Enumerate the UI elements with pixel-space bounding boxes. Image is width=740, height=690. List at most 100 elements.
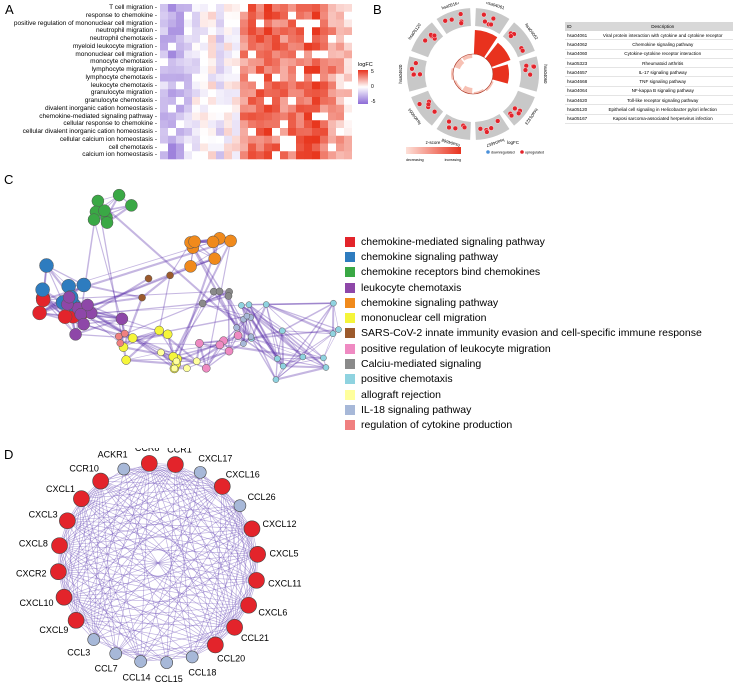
zscore-low-label: decreasing bbox=[406, 158, 424, 162]
heatmap-cell bbox=[264, 35, 273, 44]
heatmap-cell bbox=[272, 128, 281, 137]
network-edge bbox=[266, 303, 339, 331]
heatmap-cell bbox=[256, 50, 265, 59]
ppi-edge bbox=[63, 596, 116, 654]
legend-swatch bbox=[345, 404, 355, 415]
legend-item: IL-18 signaling pathway bbox=[345, 402, 702, 417]
zscore-bar bbox=[473, 89, 485, 94]
heatmap-cell bbox=[320, 104, 329, 113]
heatmap-cell bbox=[344, 66, 352, 75]
network-edge bbox=[228, 295, 252, 337]
ppi-edge bbox=[115, 644, 216, 654]
heatmap-cell bbox=[200, 135, 209, 144]
heatmap-row-label: T cell migration - bbox=[109, 4, 157, 11]
ppi-node bbox=[233, 499, 247, 512]
network-node bbox=[77, 317, 90, 331]
heatmap-cell bbox=[232, 50, 241, 59]
heatmap-cell bbox=[184, 128, 193, 137]
heatmap-cell bbox=[216, 120, 225, 129]
heatmap-cell bbox=[320, 66, 329, 75]
legend-label: IL-18 signaling pathway bbox=[361, 403, 472, 416]
heatmap-cell bbox=[264, 97, 273, 106]
heatmap-cell bbox=[320, 58, 329, 67]
network-edge bbox=[265, 304, 278, 359]
network-node bbox=[215, 340, 225, 350]
heatmap-cell bbox=[160, 19, 169, 28]
gene-point bbox=[490, 15, 496, 22]
heatmap-cell bbox=[328, 50, 337, 59]
heatmap-cell bbox=[168, 81, 177, 90]
network-edge bbox=[125, 329, 160, 361]
heatmap-cell bbox=[256, 66, 265, 75]
network-node bbox=[69, 328, 82, 341]
ppi-edge bbox=[93, 481, 101, 640]
heatmap-cell bbox=[264, 58, 273, 67]
heatmap-cell bbox=[168, 112, 177, 121]
gene-point bbox=[431, 32, 438, 39]
heatmap-cell bbox=[168, 73, 177, 82]
heatmap-cell bbox=[328, 120, 337, 129]
heatmap-cell bbox=[176, 11, 185, 20]
heatmap-cell bbox=[176, 27, 185, 36]
heatmap-row-label: lymphocyte chemotaxis - bbox=[85, 73, 157, 81]
heatmap-cell bbox=[256, 89, 265, 98]
gene-point bbox=[527, 72, 533, 78]
heatmap-cell bbox=[224, 104, 233, 113]
ppi-edge bbox=[215, 580, 257, 646]
heatmap-cell bbox=[232, 35, 241, 44]
network-node bbox=[299, 353, 307, 361]
heatmap-cell bbox=[208, 81, 217, 90]
network-edge bbox=[87, 296, 143, 306]
heatmap-cell bbox=[224, 97, 233, 106]
network-node bbox=[247, 333, 255, 340]
heatmap-cell bbox=[240, 58, 249, 67]
heatmap-cell bbox=[328, 35, 337, 44]
heatmap-cell bbox=[200, 81, 209, 90]
go-sector-label: hsa04668 bbox=[440, 137, 460, 148]
heatmap-cell bbox=[192, 151, 201, 160]
heatmap-cell bbox=[328, 66, 337, 75]
network-node bbox=[125, 199, 138, 212]
heatmap-cell bbox=[288, 128, 297, 137]
ppi-edge bbox=[239, 505, 257, 581]
heatmap-cell bbox=[224, 35, 233, 44]
ppi-edge bbox=[63, 498, 82, 598]
ppi-edge bbox=[149, 463, 216, 646]
network-edge bbox=[202, 302, 248, 317]
network-edge bbox=[240, 304, 327, 369]
table-cell-description: Kaposi sarcoma-associated herpesvirus in… bbox=[592, 114, 733, 124]
table-row: hsa04064 NF-kappa B signaling pathway bbox=[565, 86, 733, 97]
network-edge bbox=[266, 302, 334, 306]
ppi-node-label: CCL15 bbox=[155, 674, 183, 684]
heatmap-cell bbox=[336, 151, 345, 160]
heatmap-cell bbox=[208, 27, 217, 36]
network-node bbox=[115, 312, 129, 326]
heatmap-cell bbox=[160, 135, 169, 144]
heatmap-cell bbox=[208, 135, 217, 144]
table-cell-id: hsa04620 bbox=[565, 95, 593, 106]
network-edge bbox=[90, 312, 126, 335]
heatmap-cell bbox=[240, 104, 249, 113]
heatmap-cell bbox=[344, 97, 352, 106]
heatmap-cell bbox=[200, 120, 209, 129]
heatmap-cell bbox=[320, 128, 329, 137]
heatmap-cell bbox=[264, 66, 273, 75]
heatmap-cell bbox=[320, 50, 329, 59]
network-edge bbox=[126, 352, 161, 361]
heatmap-cell bbox=[216, 143, 225, 152]
ppi-edge bbox=[59, 545, 77, 621]
legend-item: Calciu-mediated signaling bbox=[345, 356, 702, 371]
heatmap-cell bbox=[344, 42, 352, 51]
ppi-edge bbox=[123, 468, 201, 473]
heatmap-cell bbox=[256, 27, 265, 36]
ppi-edge bbox=[81, 498, 141, 662]
network-node bbox=[330, 299, 337, 307]
heatmap-cell bbox=[288, 104, 297, 113]
heatmap-cell bbox=[176, 120, 185, 129]
heatmap-cell bbox=[312, 66, 321, 75]
heatmap-cell bbox=[264, 42, 273, 51]
upregulated-point bbox=[520, 150, 524, 154]
legend-label: chemokine-mediated signaling pathway bbox=[361, 235, 545, 248]
ppi-edge bbox=[58, 463, 150, 572]
ppi-node-label: CCR10 bbox=[69, 463, 99, 473]
